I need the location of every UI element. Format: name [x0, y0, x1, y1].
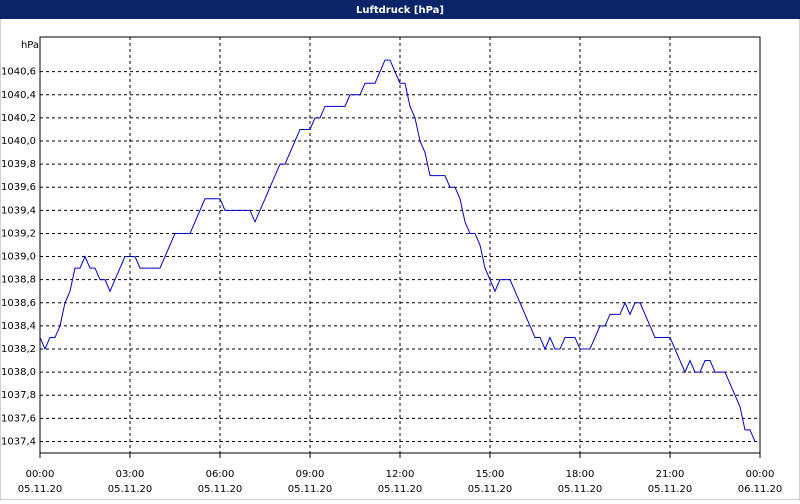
x-tick-label: 12:00: [386, 469, 415, 480]
x-tick-date: 05.11.20: [18, 484, 63, 495]
y-tick-label: 1037,8: [1, 390, 36, 401]
x-tick-date: 05.11.20: [288, 484, 333, 495]
x-tick-date: 06.11.20: [738, 484, 783, 495]
x-tick-label: 09:00: [296, 469, 325, 480]
x-tick-date: 05.11.20: [468, 484, 513, 495]
x-tick-date: 05.11.20: [108, 484, 153, 495]
title-bar: [0, 0, 800, 19]
y-tick-label: 1040,6: [1, 67, 36, 78]
x-tick-date: 05.11.20: [198, 484, 243, 495]
y-tick-label: 1037,6: [1, 413, 36, 424]
x-tick-date: 05.11.20: [378, 484, 423, 495]
y-tick-label: 1038,8: [1, 275, 36, 286]
x-tick-label: 03:00: [116, 469, 145, 480]
y-tick-label: 1039,2: [1, 228, 36, 239]
x-tick-label: 06:00: [206, 469, 235, 480]
y-unit: hPa: [21, 40, 39, 51]
y-tick-label: 1040,2: [1, 113, 36, 124]
y-tick-label: 1038,2: [1, 344, 36, 355]
x-tick-date: 05.11.20: [558, 484, 603, 495]
chart-title: Luftdruck [hPa]: [356, 5, 444, 16]
y-tick-label: 1038,0: [1, 367, 36, 378]
x-tick-label: 18:00: [566, 469, 595, 480]
y-tick-label: 1040,0: [1, 136, 36, 147]
x-tick-label: 21:00: [656, 469, 685, 480]
y-tick-label: 1039,4: [1, 205, 36, 216]
y-tick-label: 1037,4: [1, 436, 36, 447]
y-tick-label: 1039,0: [1, 252, 36, 263]
x-tick-label: 00:00: [746, 469, 775, 480]
y-tick-label: 1040,4: [1, 90, 36, 101]
x-tick-date: 05.11.20: [648, 484, 693, 495]
plot-area: [39, 36, 761, 454]
y-tick-label: 1038,6: [1, 298, 36, 309]
x-tick-label: 15:00: [476, 469, 505, 480]
x-tick-label: 00:00: [26, 469, 55, 480]
line: [39, 59, 756, 442]
y-tick-label: 1039,8: [1, 159, 36, 170]
y-tick-label: 1039,6: [1, 182, 36, 193]
y-tick-label: 1038,4: [1, 321, 36, 332]
